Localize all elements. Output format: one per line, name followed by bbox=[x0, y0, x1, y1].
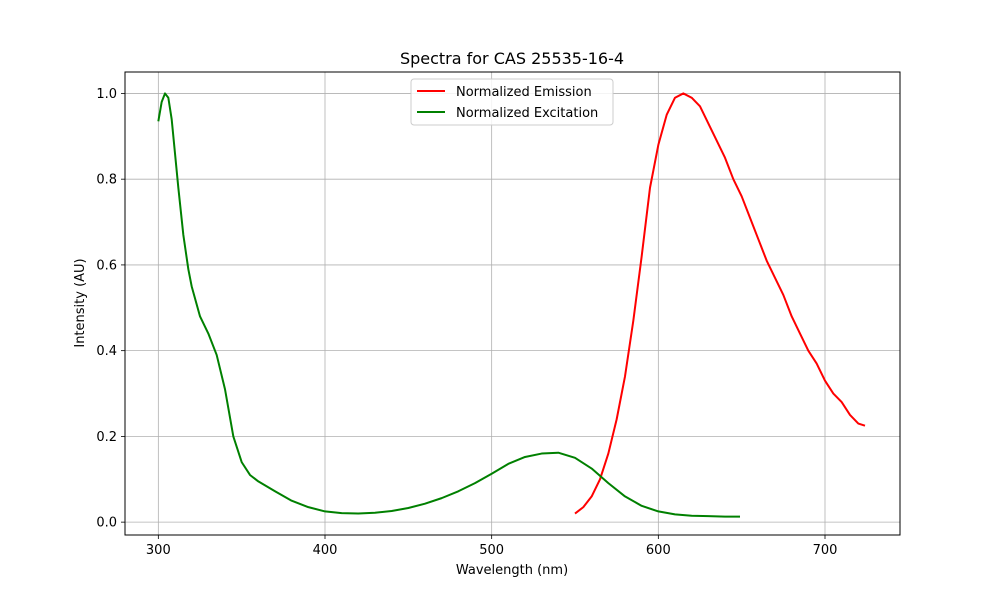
x-tick-label: 300 bbox=[146, 543, 171, 558]
x-tick-label: 700 bbox=[813, 543, 838, 558]
y-tick-label: 0.6 bbox=[96, 258, 117, 273]
y-tick-label: 0.0 bbox=[96, 516, 117, 531]
y-tick-label: 1.0 bbox=[96, 87, 117, 102]
legend-label-emission: Normalized Emission bbox=[456, 85, 592, 100]
ticks: 300 400 500 600 700 0.0 0.2 0.4 0.6 0.8 1.0 bbox=[96, 87, 837, 558]
y-tick-label: 0.2 bbox=[96, 430, 117, 445]
y-tick-label: 0.4 bbox=[96, 344, 117, 359]
x-axis-label: Wavelength (nm) bbox=[456, 563, 568, 578]
plot-frame bbox=[124, 71, 901, 536]
legend: Normalized Emission Normalized Excitatio… bbox=[410, 78, 614, 126]
legend-box bbox=[410, 78, 614, 126]
chart-title: Spectra for CAS 25535-16-4 bbox=[400, 49, 624, 68]
series-lines bbox=[157, 92, 866, 518]
y-tick-label: 0.8 bbox=[96, 173, 117, 188]
emission-series-line bbox=[574, 92, 866, 515]
x-tick-label: 600 bbox=[646, 543, 671, 558]
x-tick-label: 400 bbox=[313, 543, 338, 558]
legend-label-excitation: Normalized Excitation bbox=[456, 106, 598, 121]
y-axis-label: Intensity (AU) bbox=[73, 258, 88, 347]
excitation-series-line bbox=[157, 92, 740, 518]
x-tick-label: 500 bbox=[479, 543, 504, 558]
